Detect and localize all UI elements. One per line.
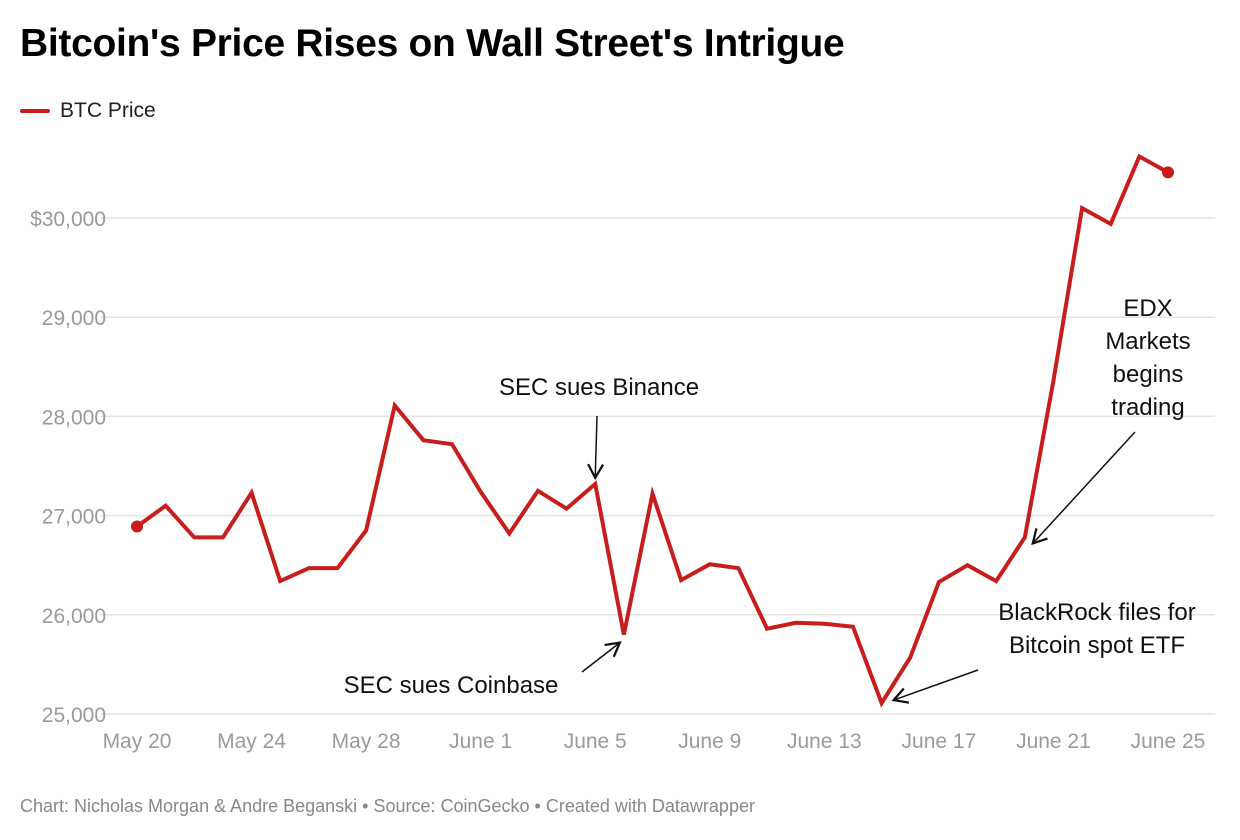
annotation-arrow bbox=[587, 415, 605, 481]
legend: BTC Price bbox=[20, 99, 156, 123]
x-tick-label: May 24 bbox=[217, 730, 286, 753]
annotation-arrow bbox=[1031, 431, 1136, 546]
y-tick-label: 29,000 bbox=[42, 307, 106, 330]
legend-label: BTC Price bbox=[60, 99, 156, 122]
x-tick-label: June 21 bbox=[1016, 730, 1091, 753]
x-tick-label: June 25 bbox=[1131, 730, 1206, 753]
x-tick-label: June 5 bbox=[564, 730, 627, 753]
y-tick-label: 25,000 bbox=[42, 704, 106, 727]
legend-swatch bbox=[20, 109, 50, 113]
x-tick-label: May 20 bbox=[103, 730, 172, 753]
annotation-arrow bbox=[581, 641, 622, 673]
annotation-arrow bbox=[891, 669, 979, 704]
x-tick-label: June 13 bbox=[787, 730, 862, 753]
annotation-label: BlackRock files for Bitcoin spot ETF bbox=[998, 599, 1195, 659]
y-tick-label: 27,000 bbox=[42, 506, 106, 529]
footer-credits: Chart: Nicholas Morgan & Andre Beganski … bbox=[20, 796, 755, 816]
x-tick-label: June 1 bbox=[449, 730, 512, 753]
y-tick-label: 28,000 bbox=[42, 406, 106, 429]
y-tick-label: $30,000 bbox=[30, 208, 106, 231]
y-tick-label: 26,000 bbox=[42, 605, 106, 628]
x-tick-label: June 17 bbox=[902, 730, 977, 753]
data-point bbox=[131, 520, 143, 533]
annotation-label: SEC sues Binance bbox=[499, 374, 699, 401]
x-tick-label: June 9 bbox=[678, 730, 741, 753]
data-point bbox=[1162, 166, 1174, 179]
annotation-label: EDX Markets begins trading bbox=[1105, 295, 1190, 421]
x-tick-label: May 28 bbox=[332, 730, 401, 753]
annotation-label: SEC sues Coinbase bbox=[344, 672, 559, 699]
series-line bbox=[135, 153, 1169, 708]
chart-title: Bitcoin's Price Rises on Wall Street's I… bbox=[20, 22, 845, 65]
